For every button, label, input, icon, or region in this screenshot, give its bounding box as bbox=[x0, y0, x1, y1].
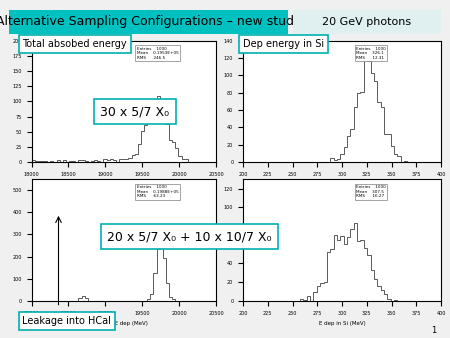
Text: Total absobed energy: Total absobed energy bbox=[22, 39, 127, 49]
Text: 20 x 5/7 X₀ + 10 x 10/7 X₀: 20 x 5/7 X₀ + 10 x 10/7 X₀ bbox=[107, 230, 271, 243]
Text: Entries    1000
Mean    326.1
RMS      12.31: Entries 1000 Mean 326.1 RMS 12.31 bbox=[356, 47, 386, 60]
Text: Leakage into HCal: Leakage into HCal bbox=[22, 316, 112, 326]
Text: Entries    1000
Mean    307.5
RMS      16.27: Entries 1000 Mean 307.5 RMS 16.27 bbox=[356, 185, 386, 198]
Text: 30 x 5/7 X₀: 30 x 5/7 X₀ bbox=[100, 105, 170, 118]
X-axis label: Total E dep (MeV): Total E dep (MeV) bbox=[100, 321, 148, 326]
X-axis label: E dep in Si (MeV): E dep in Si (MeV) bbox=[319, 321, 365, 326]
Text: 20 GeV photons: 20 GeV photons bbox=[322, 17, 411, 27]
X-axis label: Total E dep (MeV): Total E dep (MeV) bbox=[100, 183, 148, 188]
Text: Entries    1000
Mean    0.1953E+05
RMS      246.5: Entries 1000 Mean 0.1953E+05 RMS 246.5 bbox=[137, 47, 178, 60]
Text: Alternative Sampling Configurations – new study: Alternative Sampling Configurations – ne… bbox=[0, 16, 301, 28]
Text: Dep energy in Si: Dep energy in Si bbox=[243, 39, 324, 49]
X-axis label: E dep in Si (MeV): E dep in Si (MeV) bbox=[319, 183, 365, 188]
Text: 1: 1 bbox=[431, 325, 436, 335]
Text: Entries    1000
Mean    0.1988E+05
RMS      63.23: Entries 1000 Mean 0.1988E+05 RMS 63.23 bbox=[137, 185, 178, 198]
